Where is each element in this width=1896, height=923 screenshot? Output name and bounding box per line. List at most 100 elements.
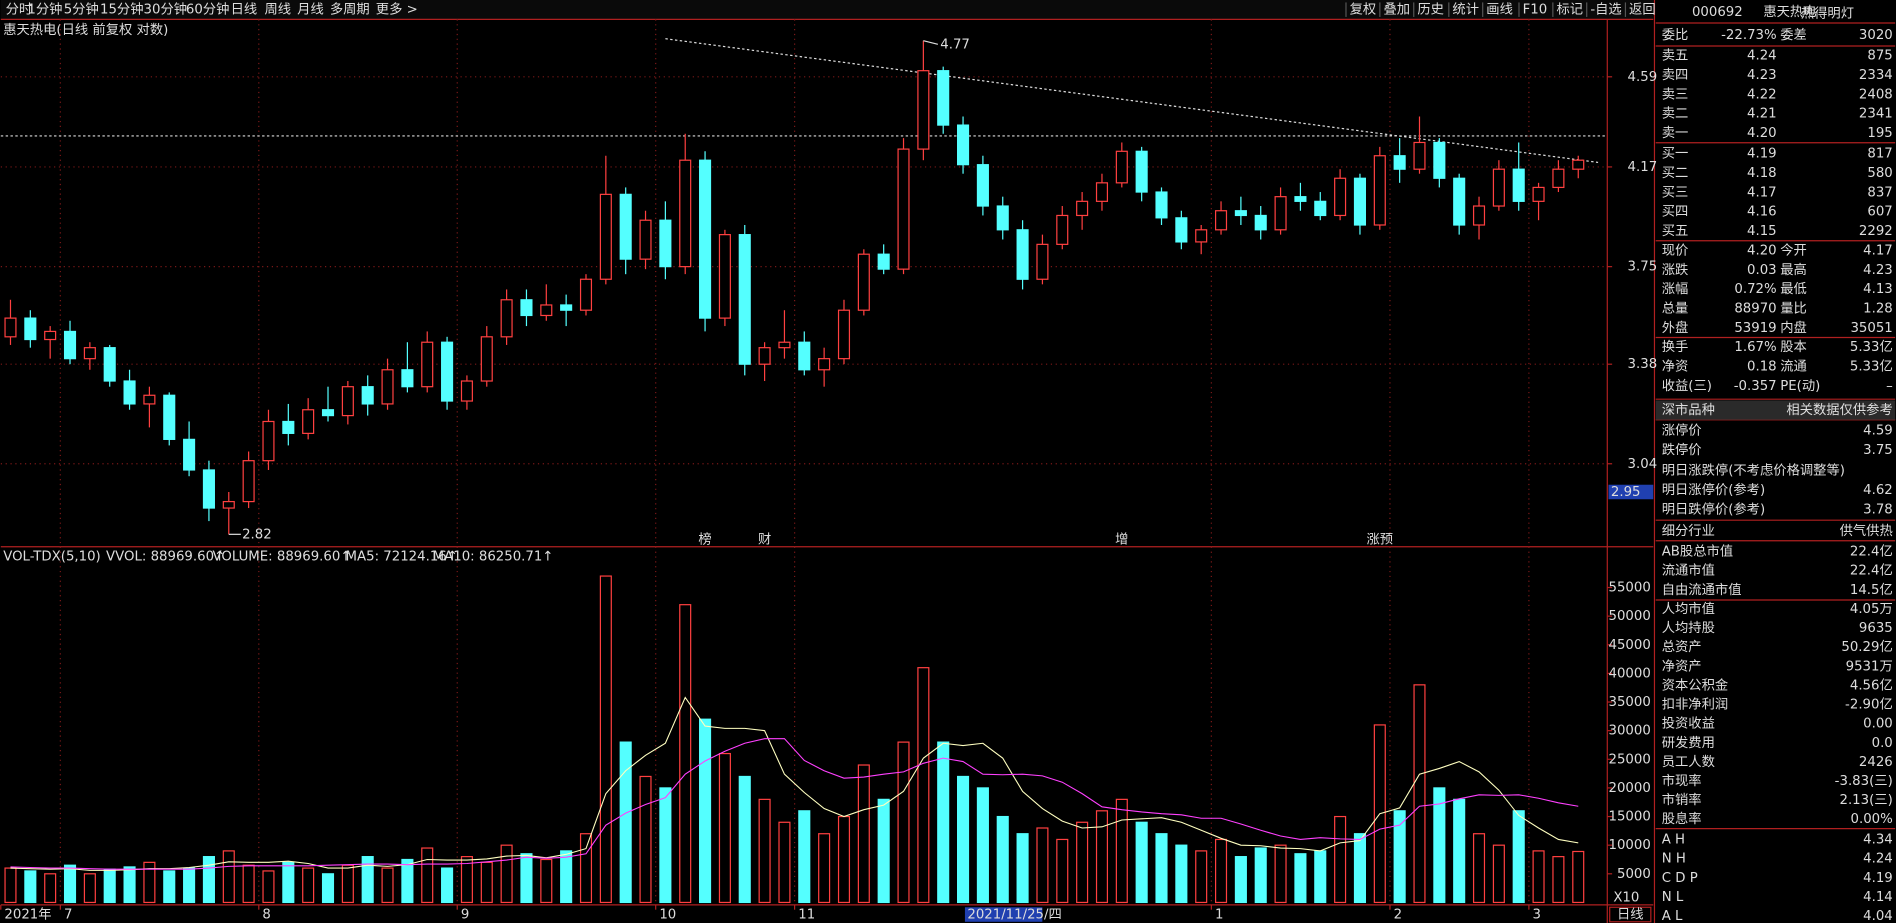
quote-text: 卖二 (1662, 106, 1689, 122)
toolbar-button[interactable]: 返回 (1629, 2, 1656, 18)
y-tick-label: 50000 (1609, 609, 1651, 624)
toolbar-button[interactable]: 统计 (1452, 2, 1479, 18)
candle-body (1433, 141, 1446, 179)
toolbar-button[interactable]: 1分钟 (27, 1, 62, 18)
volume-bar (1175, 844, 1188, 904)
y-tick-label: 3.04 (1628, 457, 1658, 472)
toolbar-button[interactable]: -自选 (1590, 2, 1621, 18)
candle-body (1036, 243, 1049, 280)
candle-body (837, 309, 851, 360)
volume-bar (520, 853, 533, 904)
quote-text: 总资产 (1662, 639, 1702, 655)
quote-text: 换手 (1662, 339, 1689, 355)
volume-bar (540, 858, 553, 904)
y-tick-label: 3.75 (1628, 260, 1658, 275)
volume-bar (421, 847, 434, 904)
quote-text: 涨幅 (1662, 281, 1689, 297)
volume-bar (818, 833, 831, 904)
y-tick-label: 4.17 (1628, 160, 1658, 175)
quote-text: 流通市值 (1662, 562, 1715, 579)
candle-body (202, 469, 215, 509)
quote-text: 875 (1867, 49, 1892, 64)
toolbar-button[interactable]: 画线 (1486, 2, 1513, 18)
toolbar-button[interactable]: F10 (1523, 3, 1548, 18)
toolbar-button[interactable]: 复权 (1350, 1, 1377, 18)
quote-text: 4.24 (1863, 852, 1893, 867)
candle-body (718, 234, 731, 319)
quote-text: 深市品种 (1662, 401, 1715, 418)
y-tick-label: 4.59 (1628, 70, 1658, 85)
x-tick-label: 8 (262, 908, 270, 923)
quote-text: 明日涨停价(参考) (1662, 481, 1765, 498)
toolbar-button[interactable]: 60分钟 (186, 1, 230, 18)
quote-text: 总量 (1662, 300, 1689, 316)
toolbar-button[interactable]: 叠加 (1383, 2, 1410, 18)
legend-entry: VVOL: 88969.60↑ (106, 549, 225, 564)
quote-text: 委差 (1780, 27, 1807, 43)
toolbar-button[interactable]: 周线 (265, 2, 292, 18)
candle-body (302, 409, 315, 434)
toolbar-button[interactable]: 历史 (1417, 2, 1444, 18)
candle-body (222, 500, 235, 509)
volume-bar (1036, 827, 1049, 904)
period-box (1609, 906, 1652, 923)
toolbar-button[interactable]: 30分钟 (144, 1, 188, 18)
quote-text: 88970 (1734, 301, 1776, 316)
volume-bar (441, 867, 454, 904)
toolbar-button[interactable]: 5分钟 (64, 1, 99, 18)
quote-text: 195 (1867, 126, 1892, 141)
volume-bar (361, 856, 374, 904)
candle-body (143, 394, 156, 405)
candle-body (44, 330, 57, 341)
quote-text: PE(动) (1780, 378, 1820, 394)
volume-bar (1214, 838, 1228, 904)
candle-body (996, 205, 1009, 231)
candle-body (24, 317, 37, 341)
volume-bar (579, 833, 593, 904)
candle-body (758, 347, 771, 365)
volume-bar (282, 861, 295, 904)
quote-text: 580 (1867, 166, 1892, 181)
candle-body (1234, 210, 1247, 217)
candle-body (1195, 229, 1208, 243)
candle-body (401, 369, 414, 388)
candle-body (520, 299, 533, 317)
toolbar-button[interactable]: 多周期 (330, 1, 370, 18)
candle-body (1314, 200, 1327, 217)
quote-text: 1.28 (1863, 301, 1893, 316)
toolbar-button[interactable]: 更多 > (376, 1, 418, 18)
volume-bar (718, 752, 731, 904)
x-tick-label: 11 (798, 908, 815, 923)
volume-bar (639, 775, 652, 904)
toolbar-button[interactable]: 月线 (297, 2, 324, 18)
toolbar-button[interactable]: 15分钟 (100, 1, 144, 18)
toolbar-button[interactable]: 标记 (1556, 2, 1583, 18)
candle-body (639, 219, 652, 260)
x-tick-label: 3 (1533, 908, 1541, 923)
volume-bar (83, 873, 96, 904)
candle-body (341, 386, 354, 417)
volume-bar (123, 866, 136, 904)
candle-body (798, 341, 811, 371)
quote-text: 人均持股 (1662, 620, 1715, 636)
quote-text: 跌停价 (1662, 441, 1702, 458)
high-label: 4.77 (940, 37, 970, 52)
volume-bar (381, 867, 394, 904)
candle-body (1373, 155, 1386, 226)
toolbar-button[interactable]: 日线 (231, 2, 258, 18)
volume-bar (302, 867, 315, 904)
quote-text: 外盘 (1662, 319, 1689, 336)
quote-text: 人均市值 (1662, 600, 1715, 617)
quote-text: 净资产 (1662, 658, 1702, 674)
volume-bar (1195, 850, 1208, 904)
candle-body (738, 234, 751, 365)
y-tick-label: 40000 (1609, 666, 1651, 681)
candle-body (957, 124, 970, 166)
quote-text: 1.67% (1734, 340, 1776, 355)
quote-text: 4.04 (1863, 909, 1893, 923)
quote-text: 卖五 (1662, 48, 1689, 64)
toolbar-button[interactable]: 分时 (6, 2, 33, 18)
quote-text: 5.33亿 (1850, 359, 1893, 375)
candle-body (976, 164, 989, 207)
